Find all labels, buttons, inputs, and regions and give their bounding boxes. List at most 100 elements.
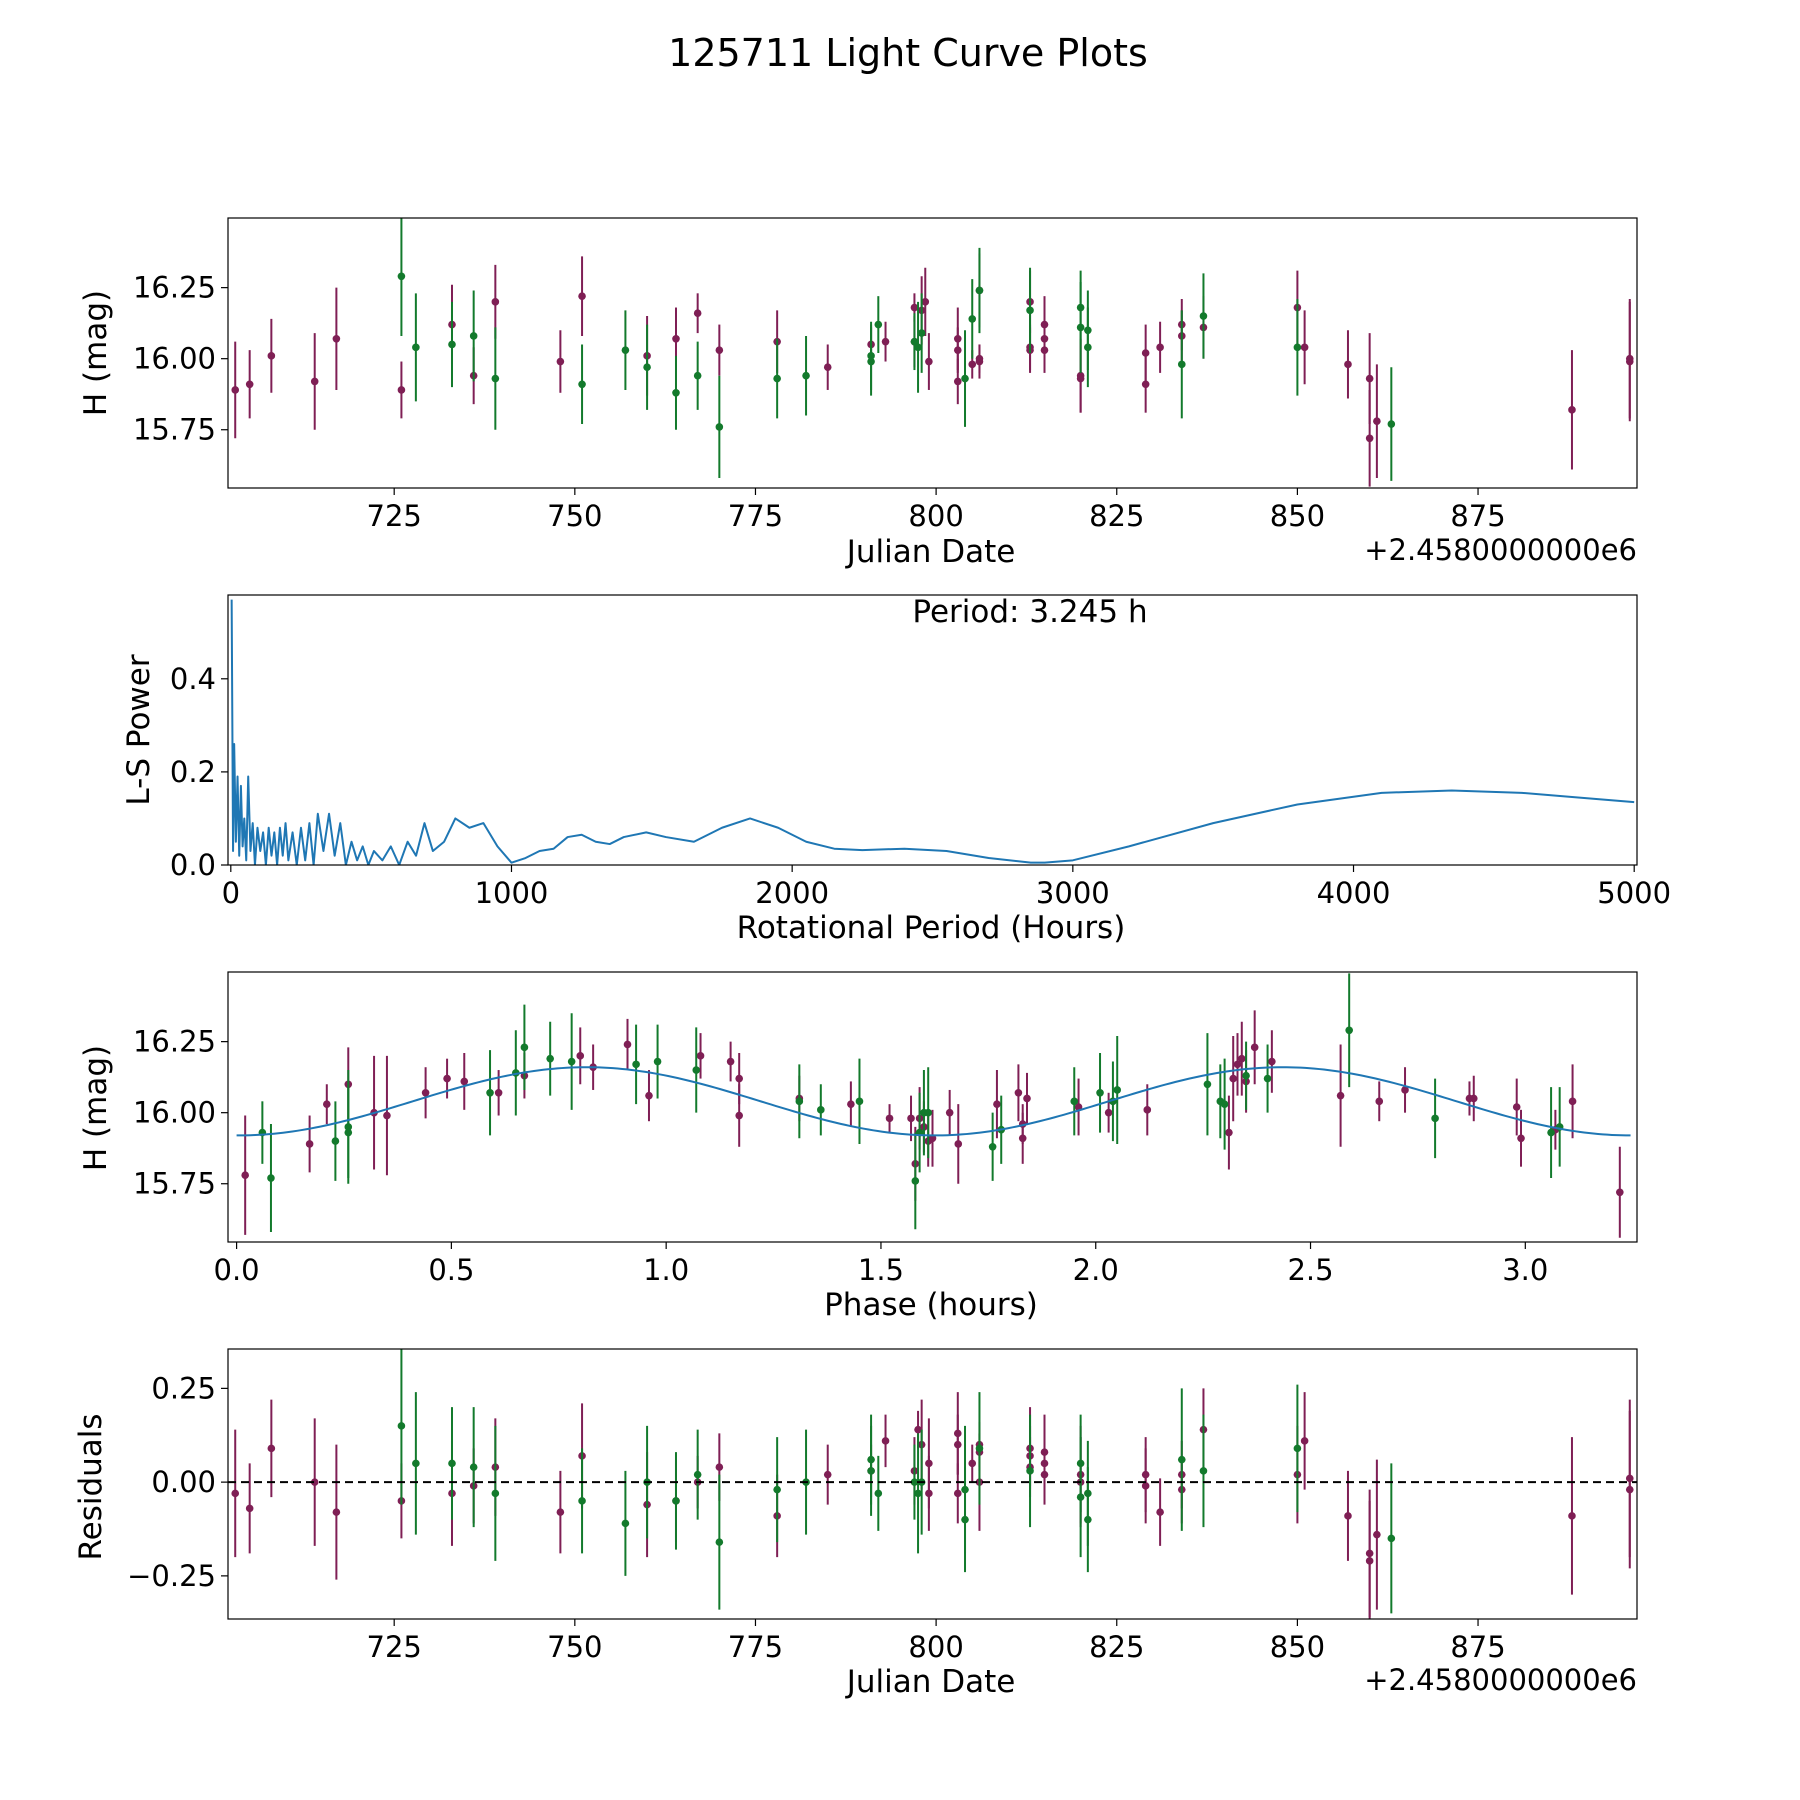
resid-point-green <box>1177 1455 1186 1464</box>
phase-point-green <box>855 1097 864 1106</box>
resid-xtick-label: 875 <box>1450 1630 1505 1664</box>
resid-point-green <box>874 1489 883 1498</box>
resid-point-green <box>715 1538 724 1546</box>
lc-ytick-label: 16.00 <box>133 342 216 376</box>
phase-xlabel: Phase (hours) <box>824 1287 1038 1323</box>
resid-point-green <box>397 1422 406 1430</box>
lc-point-green <box>621 346 630 354</box>
phase-point-red <box>1233 1060 1242 1069</box>
phase-ylabel: H (mag) <box>78 1045 114 1171</box>
lc-point-red <box>715 346 724 354</box>
ls-ytick-label: 0.0 <box>170 848 216 882</box>
lc-point-green <box>672 388 680 397</box>
lc-point-green <box>975 286 984 295</box>
phase-point-green <box>567 1057 576 1066</box>
lc-point-red <box>1344 360 1352 369</box>
lc-point-red <box>968 360 977 369</box>
lc-point-green <box>412 343 420 352</box>
resid-point-red <box>925 1489 933 1498</box>
phase-point-red <box>323 1100 331 1108</box>
phase-panel: Phase (hours) H (mag) 0.0 0.5 1.0 1.5 2.0 2.5… <box>78 971 1638 1323</box>
resid-point-red <box>1568 1512 1576 1520</box>
phase-point-green <box>1220 1100 1229 1108</box>
resid-point-green <box>1293 1444 1302 1453</box>
lc-point-red <box>1373 417 1381 426</box>
phase-point-green <box>1263 1074 1272 1083</box>
lc-point-green <box>910 337 919 346</box>
ls-xtick-label: 0 <box>222 876 240 910</box>
phase-point-red <box>726 1057 735 1066</box>
resid-frame <box>227 1348 1638 1620</box>
lc-point-red <box>921 298 930 306</box>
lc-point-red <box>1625 354 1634 363</box>
phase-point-green <box>331 1137 340 1145</box>
phase-point-green <box>653 1057 662 1066</box>
ls-xtick-label: 1000 <box>475 876 549 910</box>
phase-point-red <box>241 1171 249 1180</box>
phase-point-red <box>305 1140 314 1148</box>
phase-point-red <box>1401 1086 1409 1094</box>
light-curve-xlabel: Julian Date <box>845 534 1016 570</box>
lc-point-green <box>448 340 456 349</box>
ls-xtick-label: 3000 <box>1036 876 1110 910</box>
lc-point-green <box>917 329 926 337</box>
phase-point-green <box>924 1108 933 1117</box>
lc-xtick-label: 850 <box>1270 499 1325 533</box>
resid-xtick-label: 800 <box>908 1630 963 1664</box>
phase-point-green <box>692 1066 701 1074</box>
ls-ytick-label: 0.4 <box>170 662 216 696</box>
phase-point-green <box>520 1043 529 1052</box>
lc-point-red <box>1156 343 1164 352</box>
lc-point-green <box>961 374 969 383</box>
phase-point-red <box>1469 1094 1478 1103</box>
lc-point-green <box>802 371 810 380</box>
resid-point-red <box>245 1504 254 1513</box>
phase-points <box>236 973 1631 1238</box>
ls-ytick-label: 0.2 <box>170 755 216 789</box>
phase-point-red <box>1517 1134 1525 1143</box>
lc-xtick-label: 800 <box>908 499 963 533</box>
resid-point-red <box>914 1425 922 1434</box>
phase-point-green <box>988 1142 997 1151</box>
phase-point-red <box>907 1114 915 1123</box>
lc-point-green <box>491 374 500 383</box>
resid-point-red <box>1625 1485 1634 1494</box>
resid-point-red <box>881 1437 890 1445</box>
phase-point-green <box>911 1177 920 1185</box>
lc-point-red <box>1568 406 1576 414</box>
lc-point-red <box>1040 346 1049 354</box>
phase-point-green <box>344 1123 353 1131</box>
lc-point-red <box>1076 374 1085 383</box>
phase-point-red <box>443 1074 451 1083</box>
lc-xtick-label: 750 <box>547 499 602 533</box>
resid-point-green <box>469 1463 478 1471</box>
phase-point-red <box>1336 1091 1345 1100</box>
lc-point-red <box>397 386 406 394</box>
ls-xtick-label: 5000 <box>1597 876 1671 910</box>
phase-point-green <box>1547 1128 1555 1137</box>
resid-point-red <box>1156 1508 1164 1516</box>
resid-point-green <box>672 1497 680 1505</box>
lc-point-green <box>1387 420 1396 428</box>
lc-point-red <box>1365 374 1374 383</box>
resid-point-red <box>1141 1482 1150 1490</box>
lc-point-green <box>867 352 875 360</box>
lc-point-green <box>693 371 702 380</box>
lc-point-red <box>672 334 680 343</box>
resid-point-green <box>1084 1515 1092 1524</box>
lc-point-red <box>1365 434 1374 443</box>
resid-point-red <box>1365 1557 1374 1565</box>
lc-point-red <box>953 377 962 386</box>
figure-title: 125711 Light Curve Plots <box>668 31 1148 75</box>
lc-xtick-label: 725 <box>367 499 422 533</box>
resid-points <box>231 1349 1634 1619</box>
resid-point-red <box>823 1470 832 1479</box>
resid-point-green <box>1199 1467 1208 1475</box>
resid-point-green <box>1026 1467 1034 1475</box>
lc-point-green <box>1177 360 1186 369</box>
lc-point-red <box>1141 380 1150 389</box>
residuals-xlabel: Julian Date <box>845 1664 1016 1700</box>
lc-xtick-label: 825 <box>1089 499 1144 533</box>
resid-point-green <box>621 1519 630 1528</box>
